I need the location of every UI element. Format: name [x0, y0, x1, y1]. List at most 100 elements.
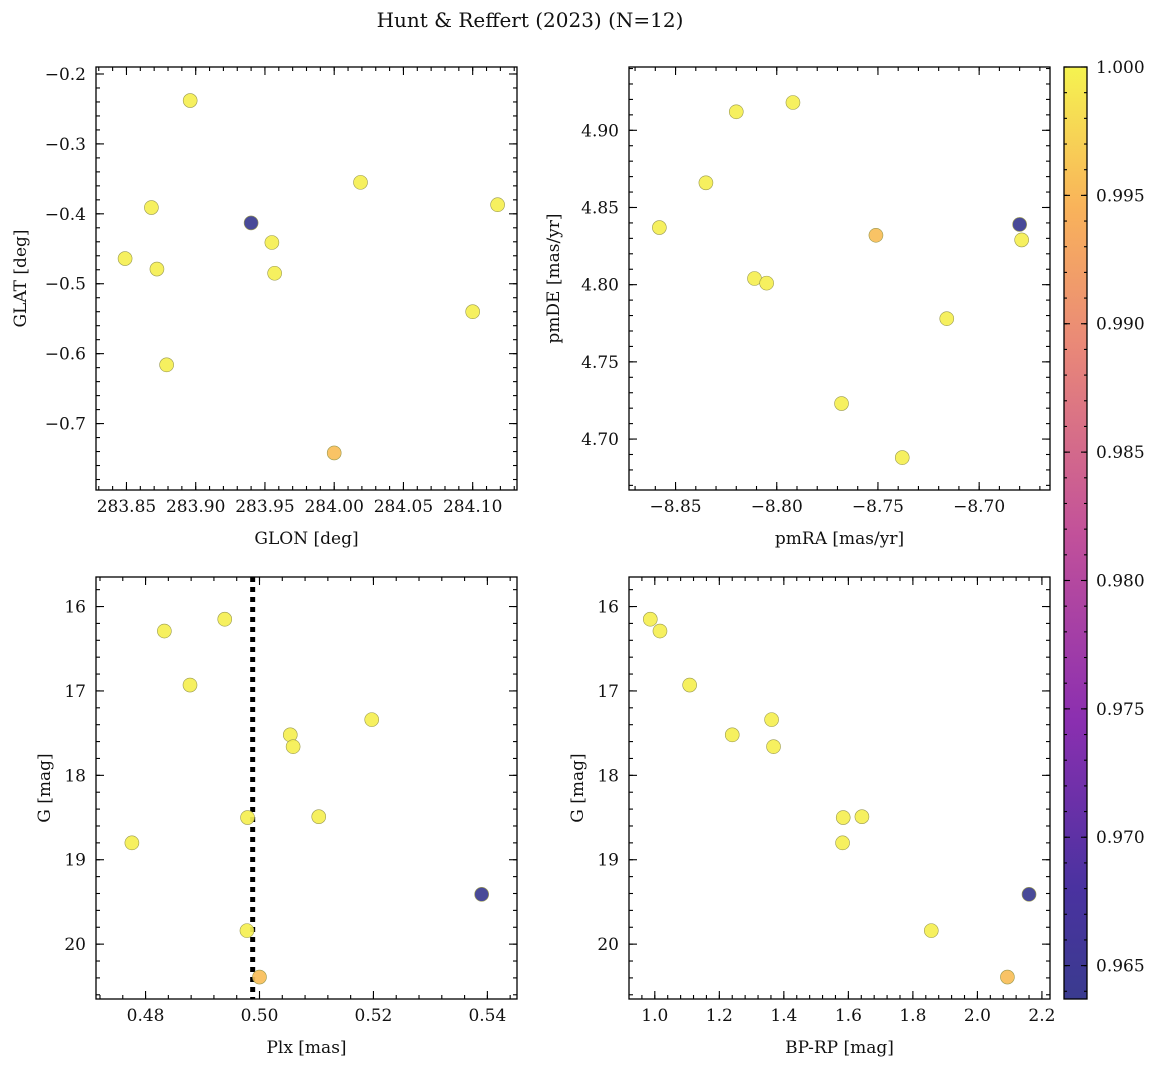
x-tick-label: 1.4 [770, 1006, 797, 1026]
scatter-point [474, 887, 489, 902]
x-tick-label: 283.85 [97, 497, 156, 517]
y-tick-label: 4.85 [581, 198, 619, 218]
scatter-point [759, 275, 774, 291]
scatter-point [652, 220, 667, 235]
scatter-point [854, 809, 870, 824]
scatter-point [264, 235, 280, 250]
scatter-point [117, 251, 133, 266]
colorbar-tick-label: 0.975 [1096, 700, 1145, 720]
scatter-point [923, 923, 939, 938]
scatter-point [1021, 887, 1037, 902]
colorbar-ticks: 0.965 0.970 0.975 0.980 0.985 0.990 0.995 1.000 [1064, 58, 1145, 992]
scatter-point [124, 835, 140, 851]
scatter-point [240, 810, 255, 825]
plot-frame [628, 576, 1051, 1000]
colorbar-tick-label: 0.995 [1096, 186, 1145, 206]
colorbar-tick-label: 0.985 [1096, 443, 1145, 463]
colorbar-tick-label: 0.965 [1096, 957, 1145, 977]
scatter-point [682, 677, 697, 693]
colorbar-tick-label: 0.970 [1096, 828, 1145, 848]
y-tick-label: −0.2 [45, 65, 86, 85]
scatter-point [698, 175, 714, 191]
colorbar-tick-label: 0.980 [1096, 571, 1145, 591]
scatter-point [159, 357, 174, 373]
y-tick-label: 20 [597, 935, 619, 955]
x-tick-label: 0.52 [355, 1006, 393, 1026]
y-tick-label: −0.6 [45, 345, 86, 365]
x-axis-label: BP-RP [mag] [785, 1038, 894, 1058]
colorbar-tick-label: 1.000 [1096, 58, 1145, 78]
panel-top-right: −8.85 −8.80 −8.75 −8.70 4.70 4.75 4.80 4.85 4.90… [544, 66, 1051, 549]
scatter-point [364, 712, 380, 727]
scatter-point [766, 739, 781, 754]
x-tick-label: 0.50 [241, 1006, 279, 1026]
scatter-point [326, 445, 342, 461]
scatter-point [724, 727, 740, 743]
x-tick-label: 2.2 [1028, 1006, 1055, 1026]
y-axis-label: G [mag] [568, 753, 588, 822]
y-tick-label: 4.90 [581, 121, 619, 141]
figure-title: Hunt & Reffert (2023) (N=12) [377, 8, 684, 32]
scatter-point [728, 104, 744, 120]
scatter-point [785, 95, 801, 110]
y-axis-label: G [mag] [35, 753, 55, 822]
y-tick-label: 19 [597, 851, 619, 871]
scatter-point [267, 265, 282, 281]
y-tick-label: 4.70 [581, 430, 619, 450]
panels: 283.85 283.90 283.95 284.00 284.05 284.10 −0.2… [11, 65, 1055, 1058]
x-tick-label: −8.70 [953, 497, 1005, 517]
y-tick-label: 16 [64, 598, 86, 618]
scatter-point [149, 261, 165, 277]
y-tick-label: 18 [597, 766, 619, 786]
x-tick-label: 283.90 [166, 497, 225, 517]
y-tick-label: 4.75 [581, 353, 619, 373]
scatter-point [894, 450, 910, 465]
scatter-point [490, 197, 505, 213]
colorbar-tick-label: 0.990 [1096, 315, 1145, 335]
panel-top-left: 283.85 283.90 283.95 284.00 284.05 284.10 −0.2… [11, 65, 518, 549]
scatter-point [157, 623, 172, 639]
scatter-point [1014, 232, 1029, 248]
scatter-point [764, 712, 779, 727]
scatter-point [835, 810, 851, 825]
scatter-point [835, 835, 850, 851]
scatter-point [285, 739, 301, 754]
x-axis-label: Plx [mas] [266, 1038, 346, 1058]
panel-bottom-left: 0.48 0.50 0.52 0.54 16 17 18 19 20 Plx [mas] G [ma… [35, 576, 518, 1058]
y-tick-label: −0.5 [45, 275, 86, 295]
y-tick-label: −0.3 [45, 135, 86, 155]
scatter-point [252, 969, 267, 985]
scatter-point [642, 611, 658, 627]
scatter-point [144, 200, 159, 215]
scatter-point [311, 809, 327, 824]
x-tick-label: 1.6 [835, 1006, 862, 1026]
y-axis-label: pmDE [mas/yr] [544, 213, 564, 343]
scatter-point [868, 227, 884, 243]
scatter-point [939, 311, 955, 326]
x-tick-label: 1.2 [706, 1006, 733, 1026]
scatter-point [834, 396, 849, 411]
y-tick-label: 17 [64, 682, 86, 702]
x-tick-label: 0.54 [468, 1006, 506, 1026]
panel-bottom-right: 1.0 1.2 1.4 1.6 1.8 2.0 2.2 16 17 18 19 20 BP-RP [ma… [568, 576, 1055, 1058]
scatter-point [652, 623, 668, 639]
scatter-point [182, 93, 198, 108]
colorbar-gradient [1063, 66, 1088, 1000]
x-tick-label: 283.95 [235, 497, 294, 517]
plot-frame [628, 66, 1051, 491]
scatter-point [182, 677, 198, 693]
x-tick-label: 0.48 [127, 1006, 165, 1026]
x-tick-label: −8.80 [751, 497, 803, 517]
x-axis-label: GLON [deg] [254, 529, 358, 549]
colorbar: 0.965 0.970 0.975 0.980 0.985 0.990 0.995 1.000 [1063, 58, 1145, 1000]
x-axis-label: pmRA [mas/yr] [775, 529, 904, 549]
scatter-point [1012, 217, 1027, 232]
y-tick-label: 18 [64, 766, 86, 786]
plot-frame [95, 576, 518, 1000]
x-tick-label: 284.05 [374, 497, 433, 517]
plot-frame [95, 66, 518, 491]
y-tick-label: 19 [64, 851, 86, 871]
y-tick-label: −0.7 [45, 415, 86, 435]
x-tick-label: 1.8 [899, 1006, 926, 1026]
